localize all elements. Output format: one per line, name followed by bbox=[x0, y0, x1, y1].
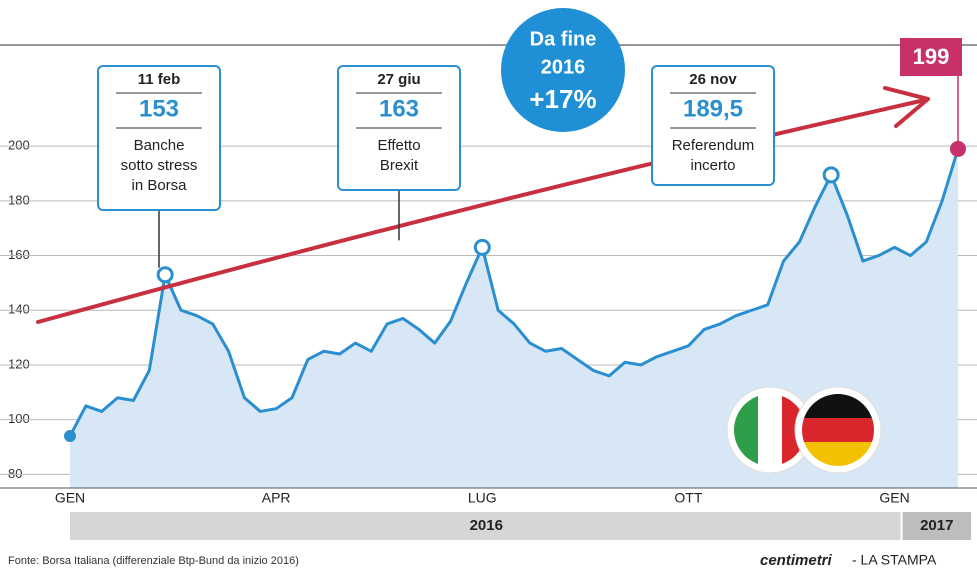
callout-text: Referendum bbox=[672, 137, 755, 154]
x-tick-label: LUG bbox=[468, 490, 497, 506]
y-tick-label: 140 bbox=[8, 302, 30, 317]
end-dot bbox=[950, 140, 966, 157]
highlight-marker bbox=[156, 266, 174, 284]
callout-value: 189,5 bbox=[683, 95, 743, 122]
x-tick-label: APR bbox=[262, 490, 291, 506]
callout-date: 26 nov bbox=[689, 71, 737, 88]
callout-text: sotto stress bbox=[121, 157, 198, 174]
badge-text: Da fine bbox=[530, 28, 597, 50]
callout-text: Banche bbox=[134, 137, 185, 154]
callout-text: in Borsa bbox=[131, 177, 187, 194]
y-tick-label: 100 bbox=[8, 411, 30, 426]
line bbox=[68, 148, 960, 437]
callout-text: Brexit bbox=[380, 157, 419, 174]
end-box bbox=[900, 38, 962, 76]
year-band bbox=[70, 512, 901, 540]
callout-box bbox=[97, 65, 221, 211]
badge-text: 2016 bbox=[541, 56, 586, 78]
y-tick-label: 200 bbox=[8, 138, 30, 153]
y-tick-label: 80 bbox=[8, 466, 22, 481]
callout-box bbox=[651, 65, 775, 186]
x-tick-label: OTT bbox=[674, 490, 702, 506]
badge bbox=[501, 8, 625, 132]
callout-value: 163 bbox=[379, 95, 419, 122]
y-tick-label: 160 bbox=[8, 247, 30, 262]
x-tick-label: GEN bbox=[879, 490, 909, 506]
brand: centimetri bbox=[760, 552, 833, 569]
source: Fonte: Borsa Italiana (differenziale Btp… bbox=[8, 555, 299, 567]
year-band bbox=[902, 512, 971, 540]
callout-date: 27 giu bbox=[377, 71, 420, 88]
x-tick-label: GEN bbox=[55, 490, 85, 506]
highlight-marker bbox=[473, 238, 491, 256]
publisher: - LA STAMPA bbox=[852, 552, 937, 568]
trend-arrow-head bbox=[883, 86, 930, 128]
callout-text: Effetto bbox=[377, 137, 420, 154]
end-label: 199 bbox=[913, 44, 950, 69]
year-label: 2016 bbox=[470, 517, 503, 534]
badge-change: +17% bbox=[529, 84, 596, 114]
callout-value: 153 bbox=[139, 95, 179, 122]
y-tick-label: 180 bbox=[8, 192, 30, 207]
flags bbox=[726, 386, 882, 474]
year-label: 2017 bbox=[920, 517, 953, 534]
callout-date: 11 feb bbox=[138, 71, 181, 88]
callout-text: incerto bbox=[690, 157, 735, 174]
trend-arrow bbox=[36, 98, 927, 324]
highlight-marker bbox=[822, 166, 840, 184]
y-tick-label: 120 bbox=[8, 356, 30, 371]
start-dot bbox=[64, 430, 76, 443]
